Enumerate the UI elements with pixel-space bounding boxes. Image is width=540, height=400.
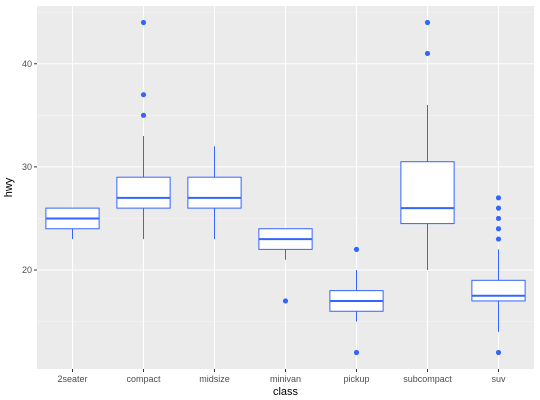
box-2seater — [45, 207, 100, 240]
x-axis: 2seater compact midsize minivan pickup subcom… — [57, 369, 506, 384]
outlier-point — [495, 236, 502, 242]
x-tick-label: compact — [126, 374, 161, 384]
outlier-point — [495, 195, 502, 201]
x-tick-label: 2seater — [57, 374, 87, 384]
x-tick-label: midsize — [199, 374, 230, 384]
box-compact — [116, 19, 171, 240]
y-tick-label: 30 — [22, 162, 32, 172]
x-axis-title: class — [273, 386, 299, 398]
outlier-point — [353, 246, 360, 252]
y-axis: 20 30 40 — [22, 59, 37, 275]
box-layer — [45, 19, 526, 356]
outlier-point — [140, 112, 147, 118]
box-pickup — [329, 246, 384, 356]
box-suv — [471, 195, 526, 356]
iqr-box — [187, 176, 242, 209]
outlier-point — [424, 19, 431, 26]
outlier-point — [495, 205, 502, 211]
x-tick-label: minivan — [270, 374, 301, 384]
y-tick-label: 40 — [22, 59, 32, 69]
iqr-box — [400, 161, 455, 225]
outlier-point — [140, 92, 147, 98]
outlier-point — [495, 226, 502, 232]
outlier-point — [282, 298, 289, 304]
box-midsize — [187, 146, 242, 240]
outlier-point — [495, 349, 502, 356]
y-axis-title: hwy — [3, 177, 15, 197]
outlier-point — [495, 215, 502, 222]
x-tick-label: pickup — [343, 374, 369, 384]
outlier-point — [353, 349, 360, 356]
y-tick-label: 20 — [22, 265, 32, 275]
box-minivan — [258, 228, 313, 304]
x-tick-label: suv — [491, 374, 506, 384]
iqr-box — [116, 176, 171, 209]
x-tick-label: subcompact — [403, 374, 452, 384]
box-subcompact — [400, 19, 455, 270]
outlier-point — [424, 50, 431, 57]
outlier-point — [140, 19, 147, 26]
iqr-box — [471, 279, 526, 302]
